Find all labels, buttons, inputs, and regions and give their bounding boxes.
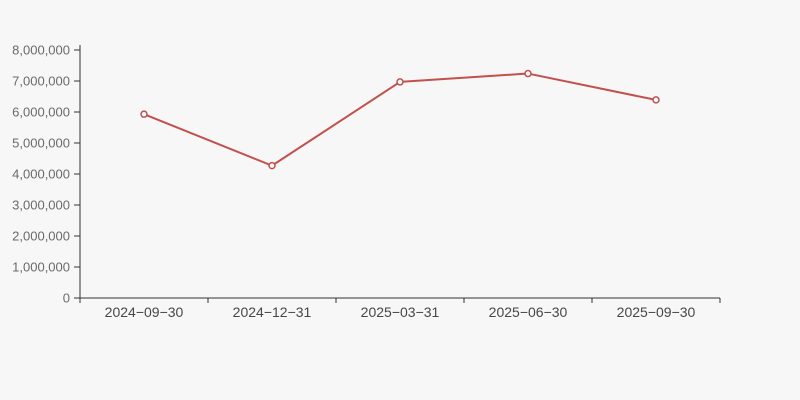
x-axis-tick-label: 2025−03−31: [361, 304, 440, 320]
y-axis-tick-label: 2,000,000: [12, 229, 70, 244]
y-axis-tick-label: 5,000,000: [12, 136, 70, 151]
y-axis-tick-label: 4,000,000: [12, 167, 70, 182]
data-point-marker[interactable]: [396, 78, 404, 86]
series-line: [143, 72, 657, 167]
x-axis-tick-label: 2024−09−30: [105, 304, 184, 320]
x-axis-tick-label: 2025−06−30: [489, 304, 568, 320]
y-axis-tick-label: 1,000,000: [12, 260, 70, 275]
data-point-marker[interactable]: [524, 69, 532, 78]
y-axis-tick-label: 3,000,000: [12, 198, 70, 213]
data-point-marker[interactable]: [652, 96, 660, 104]
y-axis-tick-label: 0: [63, 291, 70, 306]
x-axis-tick-label: 2024−12−31: [233, 304, 312, 320]
y-axis-tick-label: 7,000,000: [12, 74, 70, 89]
data-point-marker[interactable]: [140, 110, 148, 118]
x-axis-tick-label: 2025−09−30: [617, 304, 696, 320]
y-axis-tick-label: 6,000,000: [12, 105, 70, 120]
y-axis-tick-label: 8,000,000: [12, 43, 70, 58]
data-point-marker[interactable]: [268, 161, 276, 170]
